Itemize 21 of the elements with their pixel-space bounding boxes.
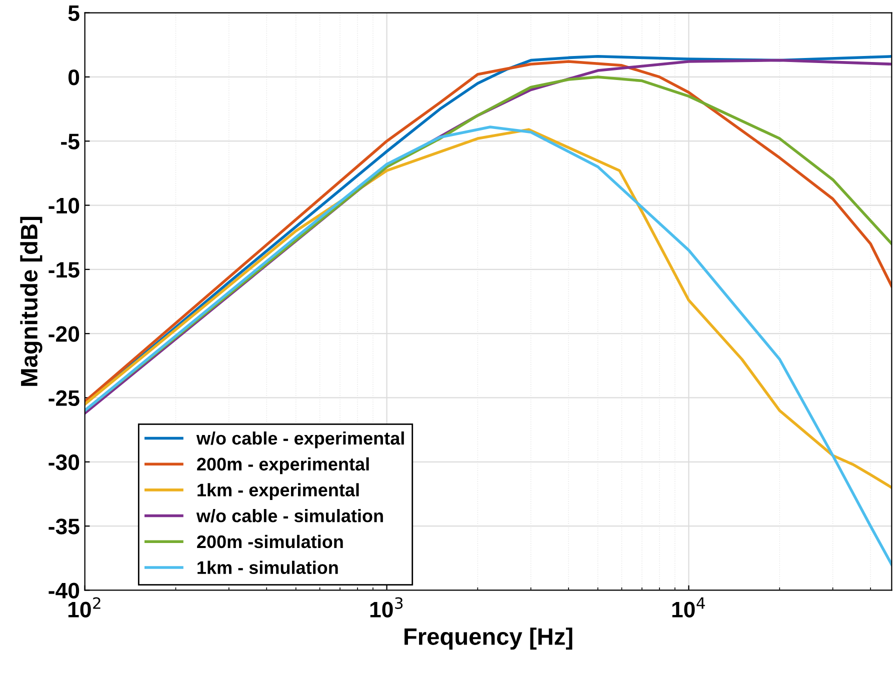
y-tick-label: -10 xyxy=(48,198,80,214)
y-tick-label: 5 xyxy=(68,6,80,22)
x-tick-label: 10$^{2}$ xyxy=(68,597,100,618)
y-tick-label: -40 xyxy=(48,582,80,598)
legend-label: w/o cable - simulation xyxy=(196,509,383,522)
y-tick-label: -15 xyxy=(48,262,80,278)
y-axis-title: Magnitude [dB] xyxy=(20,216,42,386)
y-tick-label: -30 xyxy=(48,454,80,470)
x-tick-label: 10$^{4}$ xyxy=(672,597,705,618)
x-tick-label: 10$^{3}$ xyxy=(370,597,403,618)
y-tick-label: -35 xyxy=(48,518,80,534)
y-tick-label: 0 xyxy=(68,69,80,86)
x-axis-title: Frequency [Hz] xyxy=(404,628,572,650)
legend-label: w/o cable - experimental xyxy=(196,431,404,448)
y-tick-label: -25 xyxy=(48,390,80,406)
y-tick-label: -20 xyxy=(48,326,80,342)
legend-label: 200m - experimental xyxy=(197,457,369,474)
legend-label: 200m -simulation xyxy=(197,534,343,548)
legend-label: 1km - experimental xyxy=(198,483,359,500)
legend-label: 1km - simulation xyxy=(198,560,338,574)
y-tick-label: -5 xyxy=(61,134,80,150)
